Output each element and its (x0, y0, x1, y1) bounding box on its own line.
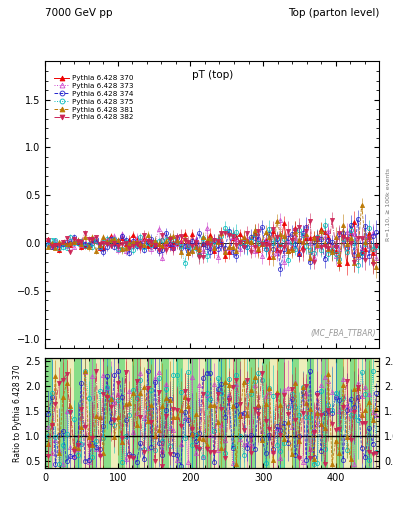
Bar (45, 358, 52, 468)
Bar (89, 358, 96, 468)
Bar (358, 358, 365, 468)
Text: pT (top): pT (top) (192, 70, 233, 80)
Bar (321, 358, 329, 468)
Bar (96, 358, 103, 468)
Bar (372, 358, 379, 468)
Bar (81, 358, 89, 468)
Bar (110, 358, 118, 468)
Bar (147, 358, 154, 468)
Bar (103, 358, 110, 468)
Bar (329, 358, 336, 468)
Bar (256, 358, 263, 468)
Bar (299, 358, 307, 468)
Bar (336, 358, 343, 468)
Bar (314, 358, 321, 468)
Bar (118, 358, 125, 468)
Text: 7000 GeV pp: 7000 GeV pp (45, 8, 113, 18)
Bar (205, 358, 212, 468)
Bar (227, 358, 234, 468)
Bar (67, 358, 74, 468)
Bar (270, 358, 277, 468)
Bar (52, 358, 60, 468)
Bar (60, 358, 67, 468)
Bar (183, 358, 191, 468)
Bar (176, 358, 183, 468)
Bar (140, 358, 147, 468)
Bar (241, 358, 248, 468)
Bar (125, 358, 132, 468)
Bar (277, 358, 285, 468)
Text: (MC_FBA_TTBAR): (MC_FBA_TTBAR) (310, 328, 376, 337)
Bar (292, 358, 299, 468)
Text: Top (parton level): Top (parton level) (288, 8, 379, 18)
Y-axis label: Ratio to Pythia 6.428 370: Ratio to Pythia 6.428 370 (13, 365, 22, 462)
Text: R=1.10, ≥ 100k events: R=1.10, ≥ 100k events (386, 168, 391, 241)
Bar (248, 358, 256, 468)
Bar (307, 358, 314, 468)
Bar (263, 358, 270, 468)
Legend: Pythia 6.428 370, Pythia 6.428 373, Pythia 6.428 374, Pythia 6.428 375, Pythia 6: Pythia 6.428 370, Pythia 6.428 373, Pyth… (52, 74, 135, 122)
Bar (162, 358, 169, 468)
Bar (350, 358, 358, 468)
Bar (198, 358, 205, 468)
Bar (219, 358, 227, 468)
Bar (212, 358, 219, 468)
Bar (169, 358, 176, 468)
Bar (234, 358, 241, 468)
Bar (191, 358, 198, 468)
Bar (132, 358, 140, 468)
Bar (365, 358, 372, 468)
Bar (74, 358, 81, 468)
Bar (285, 358, 292, 468)
Bar (343, 358, 350, 468)
Bar (154, 358, 162, 468)
